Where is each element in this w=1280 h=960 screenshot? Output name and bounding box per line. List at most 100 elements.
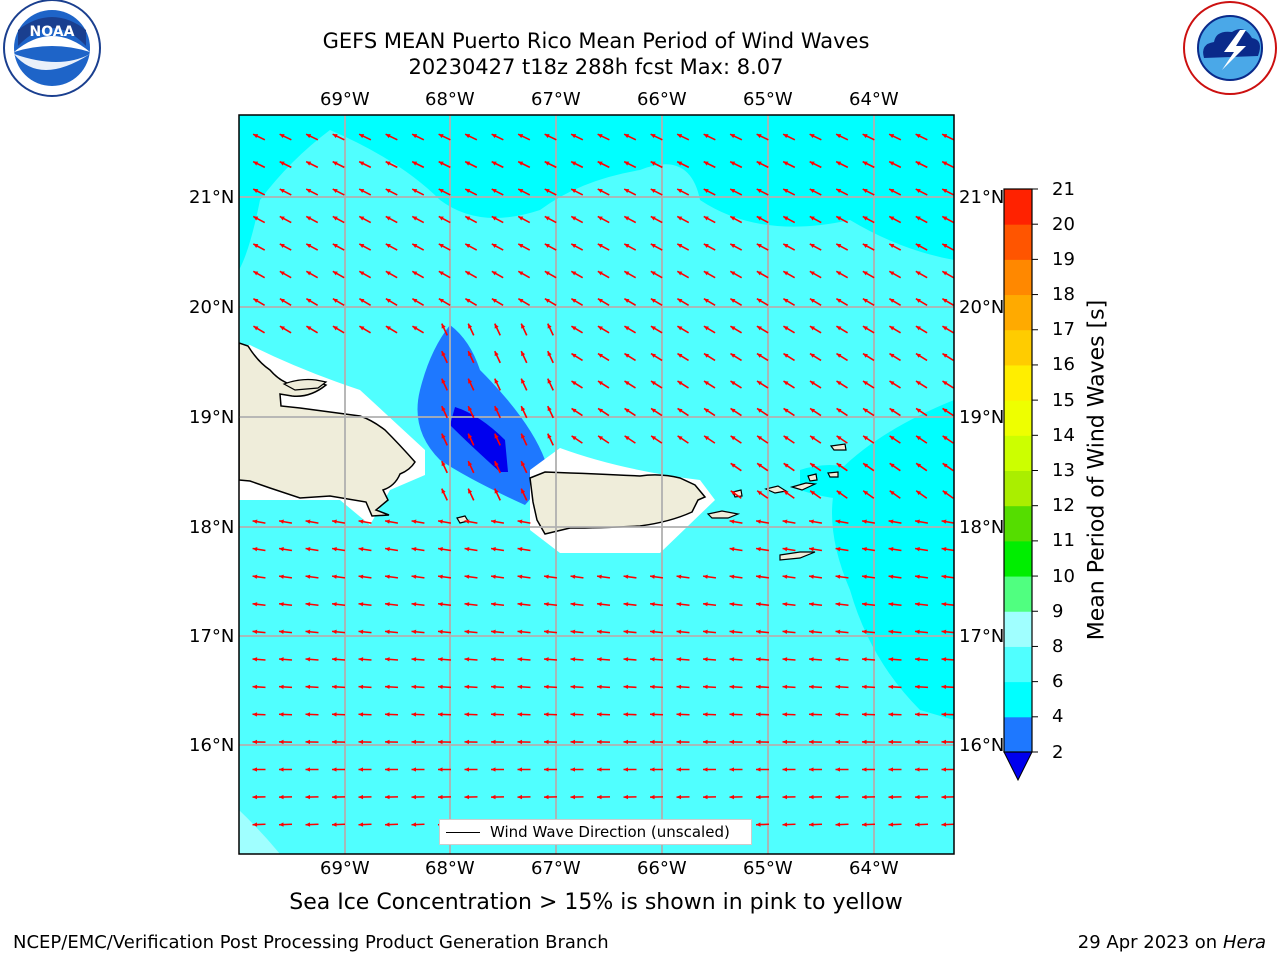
- wave-direction-arrow: [650, 298, 663, 306]
- wave-direction-arrow: [252, 574, 266, 579]
- wave-direction-arrow: [597, 407, 610, 417]
- wave-direction-arrow: [384, 574, 399, 579]
- wave-direction-arrow: [836, 325, 848, 334]
- wave-direction-arrow: [649, 794, 664, 800]
- wave-direction-arrow: [649, 602, 664, 607]
- wave-direction-arrow: [809, 380, 822, 389]
- colorbar-tick-label: 2: [1052, 741, 1064, 763]
- wave-direction-arrow: [358, 270, 372, 279]
- wave-direction-arrow: [570, 712, 584, 717]
- wave-direction-arrow: [888, 160, 902, 169]
- colorbar-tick-label: 9: [1052, 600, 1064, 622]
- wave-direction-arrow: [441, 488, 448, 501]
- wave-direction-arrow: [278, 547, 293, 552]
- wave-direction-arrow: [729, 243, 743, 251]
- wave-direction-arrow: [278, 794, 293, 800]
- wave-direction-arrow: [517, 794, 531, 800]
- colorbar-segment: [1004, 400, 1032, 436]
- wave-direction-arrow: [623, 602, 637, 607]
- wave-direction-arrow: [305, 547, 319, 552]
- wave-direction-arrow: [385, 298, 398, 306]
- wave-direction-arrow: [914, 822, 929, 827]
- wave-direction-arrow: [915, 215, 928, 224]
- wave-direction-arrow: [942, 435, 954, 444]
- wave-direction-arrow: [729, 133, 743, 141]
- legend-line-swatch: [446, 832, 480, 833]
- wave-direction-arrow: [464, 270, 478, 279]
- wave-direction-arrow: [782, 188, 796, 196]
- wave-direction-arrow: [491, 133, 504, 141]
- wave-direction-arrow: [305, 270, 319, 279]
- lon-label-top: 67°W: [531, 88, 581, 110]
- wave-direction-arrow: [941, 574, 954, 579]
- wave-direction-arrow: [517, 712, 531, 717]
- wave-direction-arrow: [942, 462, 954, 472]
- wave-direction-arrow: [889, 435, 901, 444]
- wave-direction-arrow: [808, 822, 823, 827]
- wave-direction-arrow: [331, 822, 346, 827]
- wave-direction-arrow: [703, 270, 716, 279]
- colorbar-segment: [1004, 435, 1032, 471]
- colorbar-segment: [1004, 540, 1032, 577]
- wave-direction-arrow: [783, 380, 795, 389]
- wave-direction-arrow: [650, 160, 663, 169]
- wave-direction-arrow: [729, 629, 743, 634]
- wave-direction-arrow: [835, 574, 849, 579]
- colorbar-tick-label: 4: [1052, 706, 1064, 728]
- colorbar-segment: [1004, 716, 1032, 753]
- lon-label-bottom: 68°W: [425, 857, 475, 879]
- wave-direction-arrow: [520, 323, 528, 336]
- wave-direction-arrow: [520, 488, 528, 501]
- wave-direction-arrow: [252, 547, 266, 552]
- wave-direction-arrow: [252, 822, 266, 827]
- wave-direction-arrow: [676, 767, 690, 772]
- wave-direction-arrow: [889, 325, 901, 334]
- wave-direction-arrow: [729, 712, 743, 717]
- wave-direction-arrow: [941, 215, 954, 224]
- wave-direction-arrow: [491, 188, 504, 196]
- wave-direction-arrow: [570, 794, 584, 800]
- wave-direction-arrow: [467, 378, 475, 391]
- colorbar-segment: [1004, 294, 1032, 331]
- wave-direction-arrow: [862, 215, 875, 224]
- wave-direction-arrow: [278, 519, 293, 524]
- wave-direction-arrow: [385, 215, 398, 224]
- wave-direction-arrow: [941, 767, 954, 772]
- wave-direction-arrow: [861, 602, 876, 607]
- wave-direction-arrow: [437, 602, 452, 607]
- wave-direction-arrow: [782, 794, 796, 800]
- wave-direction-arrow: [915, 160, 928, 169]
- colorbar-segment: [1004, 329, 1032, 366]
- wave-direction-arrow: [411, 133, 425, 141]
- wave-direction-arrow: [756, 160, 769, 169]
- wave-direction-arrow: [676, 684, 690, 690]
- wave-direction-arrow: [888, 794, 902, 800]
- lon-label-bottom: 65°W: [743, 857, 793, 879]
- wave-direction-arrow: [941, 298, 954, 306]
- wave-direction-arrow: [467, 323, 475, 336]
- wave-direction-arrow: [384, 657, 399, 662]
- wave-direction-arrow: [467, 433, 475, 446]
- wave-direction-arrow: [703, 298, 716, 306]
- wave-direction-arrow: [331, 519, 346, 524]
- wave-direction-arrow: [279, 188, 292, 196]
- wave-direction-arrow: [650, 133, 663, 141]
- wave-direction-arrow: [809, 215, 822, 224]
- wave-direction-arrow: [438, 133, 451, 141]
- wave-direction-arrow: [730, 325, 742, 334]
- colorbar-segment: [1004, 576, 1032, 612]
- wave-direction-arrow: [835, 629, 849, 634]
- wave-direction-arrow: [384, 684, 399, 690]
- wave-direction-arrow: [464, 684, 478, 690]
- wave-direction-arrow: [279, 243, 292, 251]
- wave-direction-arrow: [676, 215, 690, 224]
- wave-direction-arrow: [570, 602, 584, 607]
- wave-direction-arrow: [570, 188, 584, 196]
- wave-direction-arrow: [623, 270, 637, 279]
- wave-direction-arrow: [570, 160, 584, 169]
- wave-direction-arrow: [437, 657, 452, 662]
- wave-direction-arrow: [782, 739, 796, 745]
- wave-direction-arrow: [649, 574, 664, 579]
- wave-direction-arrow: [861, 629, 876, 634]
- wave-direction-arrow: [650, 352, 663, 362]
